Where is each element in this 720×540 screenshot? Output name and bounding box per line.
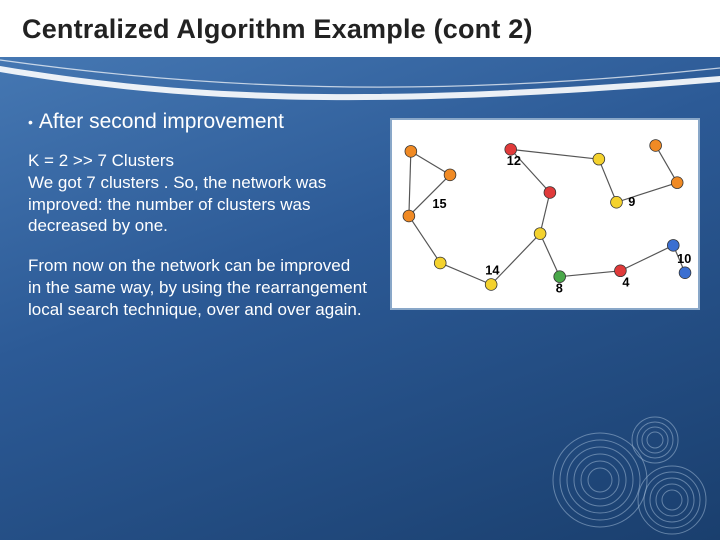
node-label: 10 bbox=[677, 251, 691, 266]
paragraph-1: K = 2 >> 7 Clusters We got 7 clusters . … bbox=[28, 150, 368, 237]
bullet-text: After second improvement bbox=[39, 110, 284, 133]
node bbox=[434, 257, 446, 269]
node-label: 4 bbox=[622, 274, 629, 289]
text-content: • After second improvement K = 2 >> 7 Clu… bbox=[28, 110, 368, 338]
node bbox=[444, 169, 456, 181]
edge bbox=[409, 151, 411, 216]
node bbox=[405, 145, 417, 157]
edge bbox=[511, 149, 599, 159]
node-label: 8 bbox=[556, 280, 563, 295]
network-svg: 15 14 12 8 9 4 10 bbox=[392, 120, 698, 308]
node-label: 15 bbox=[432, 196, 446, 211]
network-diagram: 15 14 12 8 9 4 10 bbox=[390, 118, 700, 310]
node bbox=[611, 196, 623, 208]
edge bbox=[560, 271, 621, 277]
swoosh-decor bbox=[0, 58, 720, 118]
paragraph-2: From now on the network can be improved … bbox=[28, 255, 368, 320]
node bbox=[544, 187, 556, 199]
node bbox=[679, 267, 691, 279]
node bbox=[403, 210, 415, 222]
node bbox=[534, 228, 546, 240]
node bbox=[485, 279, 497, 291]
edge bbox=[656, 145, 678, 182]
edge bbox=[540, 192, 550, 233]
node-label: 12 bbox=[507, 153, 521, 168]
edge bbox=[620, 245, 673, 270]
edge bbox=[599, 159, 617, 202]
title-bar: Centralized Algorithm Example (cont 2) bbox=[0, 0, 720, 57]
edge bbox=[616, 183, 677, 203]
edge bbox=[440, 263, 491, 285]
slide-title: Centralized Algorithm Example (cont 2) bbox=[22, 14, 698, 45]
edge bbox=[540, 234, 560, 277]
node bbox=[671, 177, 683, 189]
node-label: 9 bbox=[628, 194, 635, 209]
bullet-heading: • After second improvement bbox=[28, 110, 368, 134]
bullet-dot: • bbox=[28, 114, 33, 130]
node bbox=[593, 153, 605, 165]
node-label: 14 bbox=[485, 263, 499, 278]
edge bbox=[409, 216, 440, 263]
node bbox=[650, 140, 662, 152]
node bbox=[667, 239, 679, 251]
edge bbox=[411, 151, 450, 175]
